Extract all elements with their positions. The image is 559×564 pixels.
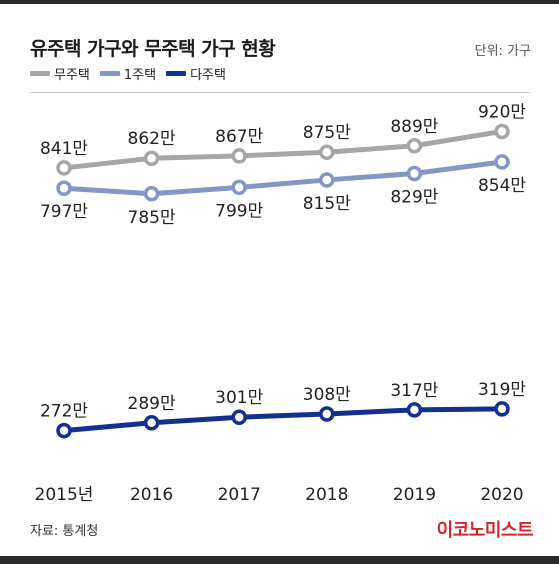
data-point-0-3 [319,144,335,160]
legend-swatch-no-home [30,71,50,76]
x-tick-label-2: 2017 [218,485,261,505]
data-label-0-5: 920만 [478,102,526,122]
series-line-0 [63,128,503,171]
data-label-2-3: 308만 [303,385,351,405]
data-point-2-1 [143,415,160,431]
data-label-1-5: 854만 [478,176,526,196]
legend-label-one-home: 1주택 [123,68,157,83]
data-point-0-4 [406,138,423,154]
data-label-0-1: 862만 [128,129,176,149]
brand-logo: 이코노미스트 [436,520,534,541]
data-label-1-4: 829만 [390,187,438,207]
data-point-2-5 [494,401,510,417]
data-point-1-1 [143,186,160,202]
data-label-2-5: 319만 [478,380,526,400]
data-point-2-0 [56,422,72,439]
x-tick-label-0: 2015년 [35,485,94,505]
legend-label-no-home: 무주택 [54,68,90,83]
data-point-1-0 [56,180,72,196]
legend-swatch-one-home [99,71,120,76]
legend-item-multi-home: 다주택 [166,64,226,83]
data-label-0-3: 875만 [303,123,351,143]
data-label-1-0: 797만 [40,202,88,222]
data-point-1-5 [494,154,510,170]
data-label-2-1: 289만 [128,394,176,414]
x-tick-label-3: 2018 [305,485,348,505]
legend-label-multi-home: 다주택 [190,68,226,83]
bottom-border [0,556,559,564]
unit-label: 단위: 가구 [474,44,531,59]
x-tick-label-1: 2016 [130,485,173,505]
source-note: 자료: 통계청 [30,524,99,539]
data-label-2-2: 301만 [215,388,263,408]
data-point-0-2 [231,148,247,164]
data-point-0-0 [56,160,72,176]
data-point-2-2 [231,409,247,425]
data-point-0-1 [143,150,160,166]
data-label-1-3: 815만 [303,194,351,214]
top-border [0,0,559,4]
data-label-2-4: 317만 [390,381,438,401]
legend-divider [30,92,530,93]
legend-item-no-home: 무주택 [30,64,90,83]
series-line-1 [63,159,503,197]
legend-item-one-home: 1주택 [99,64,157,83]
legend: 무주택 1주택 다주택 [30,64,226,83]
data-label-0-2: 867만 [215,127,263,147]
data-label-0-0: 841만 [40,139,88,159]
data-point-1-2 [231,179,247,196]
data-point-1-4 [406,165,423,182]
data-point-2-3 [319,406,335,422]
x-tick-label-4: 2019 [393,485,436,505]
data-label-2-0: 272만 [40,402,88,422]
data-label-1-2: 799만 [215,201,263,221]
x-tick-label-5: 2020 [480,485,523,505]
data-point-1-3 [319,172,335,188]
chart-title: 유주택 가구와 무주택 가구 현황 [30,38,276,60]
data-label-0-4: 889만 [390,117,438,137]
data-point-2-4 [406,402,423,418]
data-point-0-5 [494,123,510,140]
series-line-2 [63,406,503,434]
legend-swatch-multi-home [166,71,187,76]
data-label-1-1: 785만 [128,208,176,228]
